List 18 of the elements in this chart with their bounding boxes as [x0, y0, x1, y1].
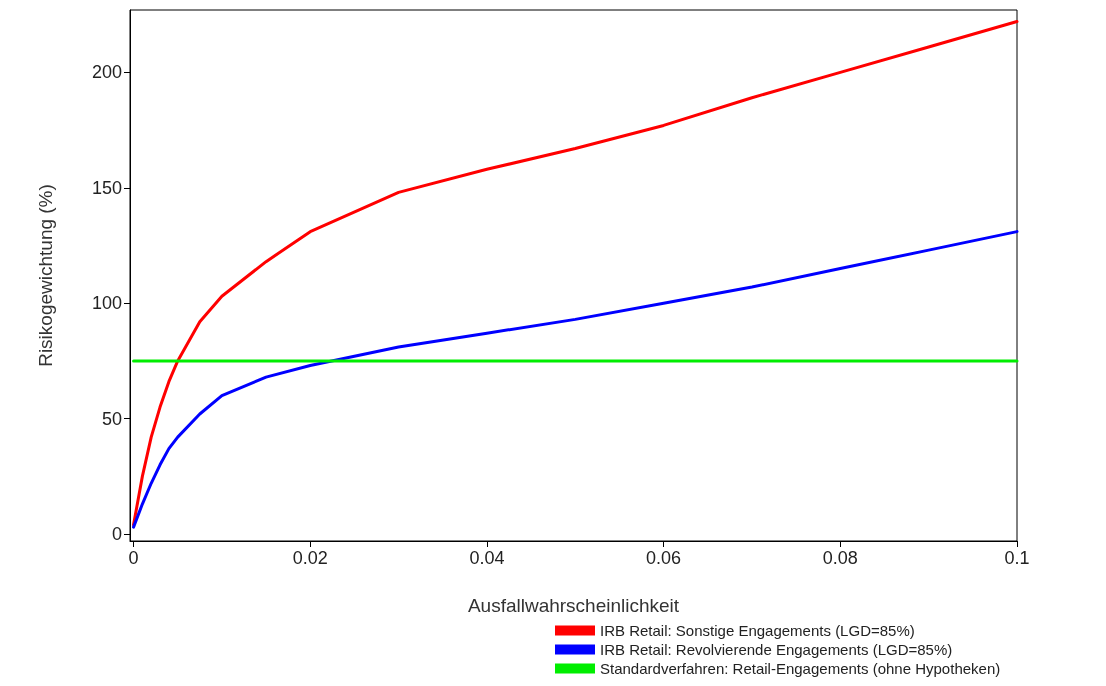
- y-tick-label: 50: [101, 408, 122, 429]
- x-tick-label: 0: [128, 548, 139, 568]
- line-series: [132, 20, 1019, 527]
- x-tick-label: 0.02: [292, 548, 328, 568]
- x-tick-label: 0.06: [646, 548, 682, 568]
- y-tick-label: 100: [91, 293, 122, 314]
- legend-label: IRB Retail: Revolvierende Engagements (LGD=85%): [600, 641, 953, 658]
- x-tick-label: 0.08: [822, 548, 858, 568]
- legend-label: IRB Retail: Sonstige Engagements (LGD=85%): [600, 622, 915, 639]
- line-series: [132, 230, 1019, 529]
- legend-label: Standardverfahren: Retail-Engagements (ohne Hypotheken): [600, 660, 1001, 677]
- y-tick-label: 150: [91, 177, 122, 198]
- y-tick-label: 0: [111, 524, 122, 545]
- x-tick-label: 0.04: [469, 548, 505, 568]
- y-axis-title: Risikogewichtung (%): [35, 184, 56, 367]
- y-tick-label: 200: [91, 62, 122, 83]
- x-tick-label: 0.1: [1004, 548, 1030, 568]
- x-axis-title: Ausfallwahrscheinlichkeit: [467, 595, 680, 616]
